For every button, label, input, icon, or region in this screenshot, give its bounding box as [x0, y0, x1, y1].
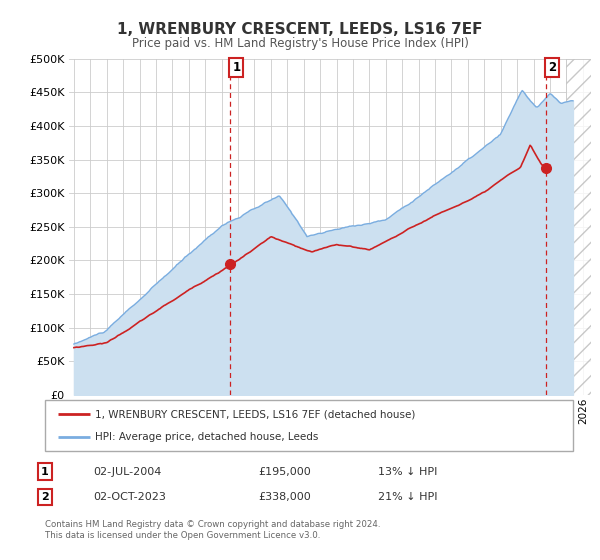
Text: 02-JUL-2004: 02-JUL-2004: [93, 466, 161, 477]
Text: 02-OCT-2023: 02-OCT-2023: [93, 492, 166, 502]
Text: 1: 1: [41, 466, 49, 477]
Text: 1, WRENBURY CRESCENT, LEEDS, LS16 7EF: 1, WRENBURY CRESCENT, LEEDS, LS16 7EF: [117, 22, 483, 38]
Text: 21% ↓ HPI: 21% ↓ HPI: [378, 492, 437, 502]
Text: HPI: Average price, detached house, Leeds: HPI: Average price, detached house, Leed…: [95, 432, 319, 442]
Text: Contains HM Land Registry data © Crown copyright and database right 2024.
This d: Contains HM Land Registry data © Crown c…: [45, 520, 380, 540]
Text: £195,000: £195,000: [258, 466, 311, 477]
Text: 1, WRENBURY CRESCENT, LEEDS, LS16 7EF (detached house): 1, WRENBURY CRESCENT, LEEDS, LS16 7EF (d…: [95, 409, 416, 419]
Text: £338,000: £338,000: [258, 492, 311, 502]
Text: 13% ↓ HPI: 13% ↓ HPI: [378, 466, 437, 477]
Text: 1: 1: [232, 61, 241, 74]
Text: 2: 2: [548, 61, 556, 74]
Text: Price paid vs. HM Land Registry's House Price Index (HPI): Price paid vs. HM Land Registry's House …: [131, 37, 469, 50]
Text: 2: 2: [41, 492, 49, 502]
